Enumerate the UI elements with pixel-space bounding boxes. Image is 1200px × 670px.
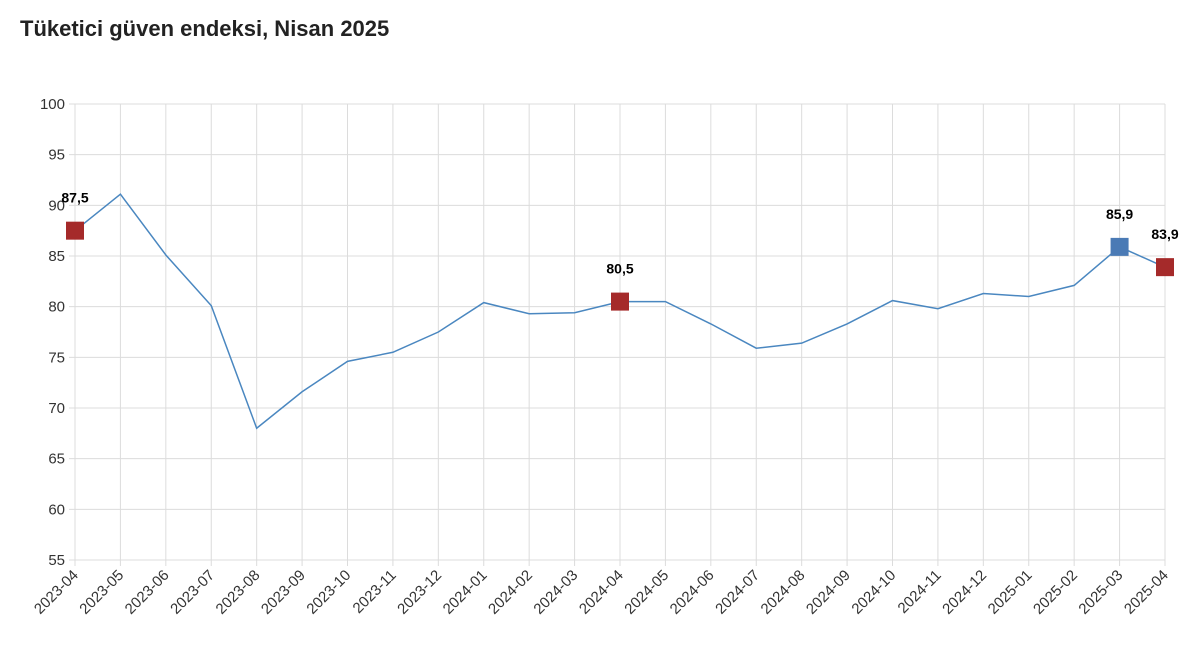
x-tick-label: 2023-04 bbox=[31, 567, 82, 618]
marker bbox=[1110, 237, 1129, 256]
y-tick-label: 55 bbox=[48, 552, 65, 569]
marker bbox=[611, 292, 629, 311]
x-tick-label: 2024-03 bbox=[530, 567, 581, 618]
y-tick-label: 60 bbox=[48, 501, 65, 518]
x-tick-label: 2025-04 bbox=[1121, 567, 1172, 618]
x-tick-label: 2025-02 bbox=[1030, 567, 1081, 618]
chart-title: Tüketici güven endeksi, Nisan 2025 bbox=[20, 16, 389, 41]
x-tick-label: 2024-02 bbox=[485, 567, 536, 618]
x-tick-label: 2023-05 bbox=[76, 567, 127, 618]
data-label: 87,5 bbox=[61, 190, 88, 206]
x-tick-label: 2024-01 bbox=[440, 567, 491, 618]
x-tick-label: 2023-10 bbox=[303, 567, 354, 618]
data-label: 80,5 bbox=[606, 261, 633, 277]
x-tick-label: 2025-01 bbox=[985, 567, 1036, 618]
x-tick-label: 2023-06 bbox=[122, 567, 173, 618]
y-tick-label: 75 bbox=[48, 349, 65, 366]
x-tick-label: 2024-10 bbox=[848, 567, 899, 618]
data-label: 85,9 bbox=[1106, 206, 1133, 222]
y-tick-label: 80 bbox=[48, 299, 65, 316]
x-tick-label: 2023-09 bbox=[258, 567, 309, 618]
y-tick-label: 85 bbox=[48, 248, 65, 265]
data-label: 83,9 bbox=[1151, 226, 1178, 242]
y-tick-label: 100 bbox=[40, 96, 65, 113]
x-tick-label: 2025-03 bbox=[1075, 567, 1126, 618]
y-tick-label: 70 bbox=[48, 400, 65, 417]
x-tick-label: 2024-07 bbox=[712, 567, 763, 618]
y-tick-label: 90 bbox=[48, 197, 65, 214]
x-tick-label: 2024-04 bbox=[576, 567, 627, 618]
x-tick-label: 2024-08 bbox=[758, 567, 809, 618]
x-tick-label: 2024-12 bbox=[939, 567, 990, 618]
y-tick-label: 95 bbox=[48, 147, 65, 164]
x-tick-label: 2023-12 bbox=[394, 567, 445, 618]
x-tick-label: 2023-11 bbox=[350, 567, 400, 617]
x-tick-label: 2024-06 bbox=[667, 567, 718, 618]
x-tick-label: 2024-05 bbox=[621, 567, 672, 618]
x-tick-label: 2023-07 bbox=[167, 567, 218, 618]
x-tick-label: 2024-11 bbox=[895, 567, 945, 617]
marker bbox=[66, 221, 84, 240]
x-tick-label: 2023-08 bbox=[213, 567, 264, 618]
y-tick-label: 65 bbox=[48, 451, 65, 468]
marker bbox=[1156, 258, 1174, 277]
x-tick-label: 2024-09 bbox=[803, 567, 854, 618]
